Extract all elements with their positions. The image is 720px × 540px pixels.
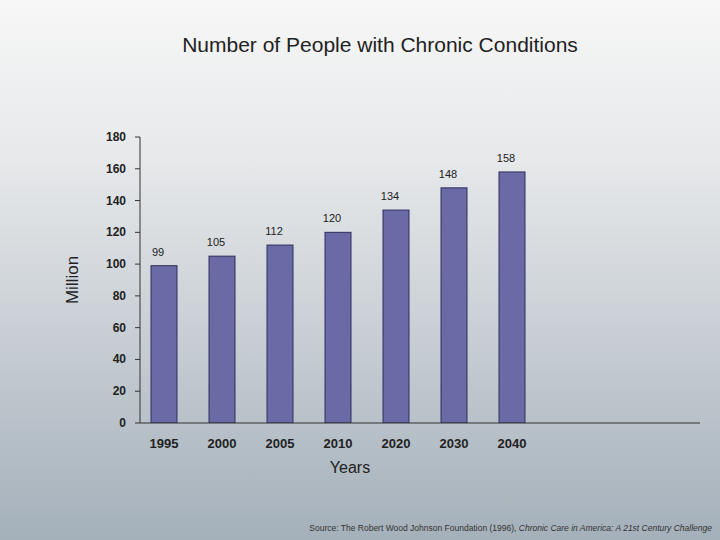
x-tick-label: 2000 [208, 436, 237, 451]
y-tick [135, 391, 140, 392]
data-label: 112 [265, 225, 283, 237]
chart: Number of People with Chronic Conditions… [0, 0, 720, 540]
bar [383, 210, 409, 423]
x-axis [140, 423, 700, 424]
bars [151, 172, 525, 423]
data-label: 120 [323, 212, 341, 224]
bar [325, 232, 351, 423]
y-tick-label: 80 [113, 289, 127, 303]
y-tick [135, 423, 140, 424]
bar [441, 188, 467, 423]
y-tick [135, 168, 140, 169]
x-tick-label: 2020 [382, 436, 411, 451]
y-tick-label: 60 [113, 321, 127, 335]
y-axis [140, 137, 141, 423]
data-label: 99 [152, 246, 164, 258]
y-axis-label: Million [63, 256, 82, 304]
x-tick-label: 1995 [150, 436, 179, 451]
y-tick [135, 200, 140, 201]
bar [151, 266, 177, 423]
source-title: Chronic Care in America: A 21st Century … [519, 523, 712, 533]
x-tick-label: 2005 [266, 436, 295, 451]
y-tick-label: 120 [106, 225, 126, 239]
source-text: Source: The Robert Wood Johnson Foundati… [309, 523, 518, 533]
data-label: 134 [381, 190, 399, 202]
x-tick-label: 2010 [324, 436, 353, 451]
y-tick-label: 20 [113, 384, 127, 398]
data-label: 158 [497, 152, 515, 164]
y-tick [135, 359, 140, 360]
y-tick [135, 232, 140, 233]
bar [499, 172, 525, 423]
y-tick [135, 137, 140, 138]
bar [209, 256, 235, 423]
bar [267, 245, 293, 423]
y-tick [135, 295, 140, 296]
y-tick [135, 264, 140, 265]
y-tick-label: 0 [119, 416, 126, 430]
y-tick-label: 40 [113, 352, 127, 366]
y-tick-label: 160 [106, 162, 126, 176]
x-tick-label: 2040 [498, 436, 527, 451]
y-tick [135, 327, 140, 328]
source: Source: The Robert Wood Johnson Foundati… [309, 523, 712, 533]
data-label: 148 [439, 168, 457, 180]
x-axis-label: Years [330, 459, 370, 476]
y-tick-label: 140 [106, 194, 126, 208]
y-tick-label: 100 [106, 257, 126, 271]
data-label: 105 [207, 236, 225, 248]
x-tick-label: 2030 [440, 436, 469, 451]
y-tick-label: 180 [106, 130, 126, 144]
title: Number of People with Chronic Conditions [182, 33, 578, 56]
